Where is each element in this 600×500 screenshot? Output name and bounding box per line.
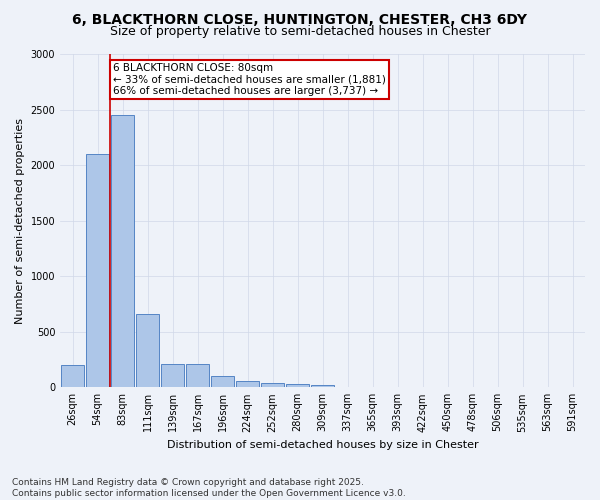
Bar	[161, 364, 184, 388]
X-axis label: Distribution of semi-detached houses by size in Chester: Distribution of semi-detached houses by …	[167, 440, 478, 450]
Bar	[136, 314, 159, 388]
Bar	[111, 115, 134, 388]
Bar	[286, 384, 309, 388]
Bar	[61, 365, 84, 388]
Text: 6 BLACKTHORN CLOSE: 80sqm
← 33% of semi-detached houses are smaller (1,881)
66% : 6 BLACKTHORN CLOSE: 80sqm ← 33% of semi-…	[113, 63, 386, 96]
Y-axis label: Number of semi-detached properties: Number of semi-detached properties	[15, 118, 25, 324]
Text: Size of property relative to semi-detached houses in Chester: Size of property relative to semi-detach…	[110, 25, 490, 38]
Text: Contains HM Land Registry data © Crown copyright and database right 2025.
Contai: Contains HM Land Registry data © Crown c…	[12, 478, 406, 498]
Bar	[186, 364, 209, 388]
Bar	[86, 154, 109, 388]
Bar	[211, 376, 234, 388]
Bar	[261, 383, 284, 388]
Bar	[311, 385, 334, 388]
Text: 6, BLACKTHORN CLOSE, HUNTINGTON, CHESTER, CH3 6DY: 6, BLACKTHORN CLOSE, HUNTINGTON, CHESTER…	[73, 12, 527, 26]
Bar	[236, 381, 259, 388]
